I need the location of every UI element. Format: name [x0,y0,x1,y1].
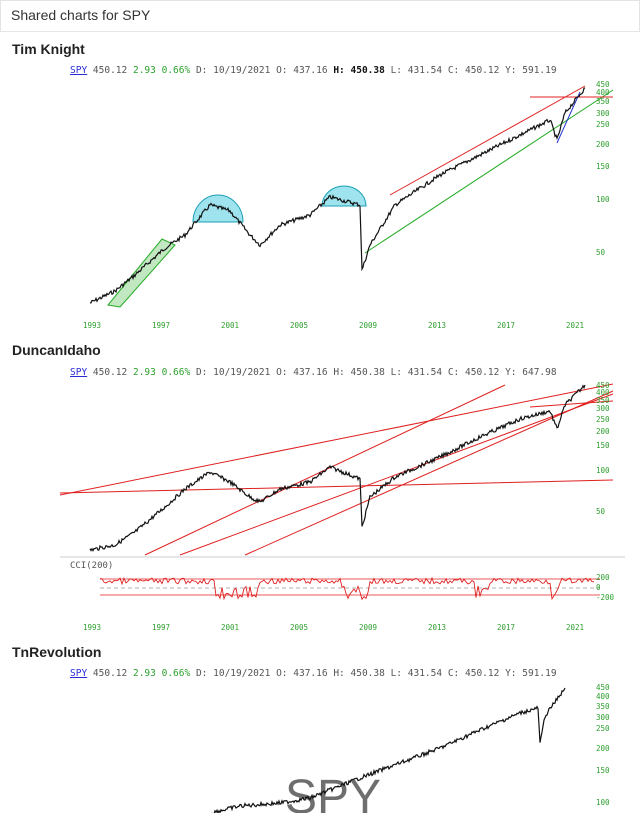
symbol-link[interactable]: SPY [70,668,88,679]
trend-line [244,390,614,556]
y-axis-tick-label: 450 [596,683,610,692]
y-axis-tick-label: 100 [596,195,610,204]
y-axis-tick-label: 350 [596,702,610,711]
y-axis-tick-label: 300 [596,713,610,722]
x-axis-tick-label: 2001 [221,623,239,632]
trend-line [60,479,614,494]
y-axis-tick-label: 200 [596,427,610,436]
y-axis-tick-label: 300 [596,404,610,413]
x-axis-tick-label: 2013 [428,623,446,632]
x-axis-tick-label: 2009 [359,321,377,330]
y-axis-tick-label: 200 [596,744,610,753]
trend-line [389,85,586,196]
chart-panel-3[interactable]: SPY 450.12 2.93 0.66% D: 10/19/2021 O: 4… [60,668,625,813]
y-axis-tick-label: 250 [596,415,610,424]
y-axis-tick-label: 400 [596,388,610,397]
y-axis-tick-label: 450 [596,80,610,89]
trend-line [144,384,506,556]
y-axis-tick-label: 0 [596,583,601,592]
x-axis-tick-label: 1997 [152,321,170,330]
x-axis-tick-label: 2005 [290,321,308,330]
y-axis-tick-label: 400 [596,88,610,97]
y-axis-tick-label: 150 [596,441,610,450]
x-axis-tick-label: 2009 [359,623,377,632]
symbol-watermark: SPY [285,771,381,813]
y-axis-tick-label: 200 [596,140,610,149]
chart-author-name[interactable]: TnRevolution [12,644,102,660]
x-axis-tick-label: 2021 [566,321,584,330]
x-axis-tick-label: 2005 [290,623,308,632]
y-axis-tick-label: 100 [596,466,610,475]
x-axis-tick-label: 2013 [428,321,446,330]
price-line [89,87,586,304]
cci-line [99,576,594,601]
chart-author-name[interactable]: Tim Knight [12,41,85,57]
x-axis-tick-label: 2017 [497,623,515,632]
y-axis-tick-label: 300 [596,109,610,118]
quote-line: SPY 450.12 2.93 0.66% D: 10/19/2021 O: 4… [70,367,557,378]
y-axis-tick-label: 200 [596,573,610,582]
trend-line [179,393,614,556]
y-axis-tick-label: 250 [596,724,610,733]
x-axis-tick-label: 2017 [497,321,515,330]
y-axis-tick-label: 350 [596,97,610,106]
symbol-link[interactable]: SPY [70,367,88,378]
trend-line [556,91,581,144]
trend-line [364,89,614,254]
x-axis-tick-label: 1993 [83,623,101,632]
x-axis-tick-label: 1997 [152,623,170,632]
symbol-link[interactable]: SPY [70,65,88,76]
price-line [89,384,586,552]
y-axis-tick-label: 250 [596,120,610,129]
page-header: Shared charts for SPY [0,0,640,32]
top-arc-annotation [321,185,367,207]
y-axis-tick-label: 150 [596,162,610,171]
y-axis-tick-label: 350 [596,396,610,405]
chart-panel-2[interactable]: SPY 450.12 2.93 0.66% D: 10/19/2021 O: 4… [60,367,625,637]
chart-panel-1[interactable]: SPY 450.12 2.93 0.66% D: 10/19/2021 O: 4… [60,65,625,335]
trend-line [60,383,614,496]
trend-line [529,400,614,408]
chart-author-name[interactable]: DuncanIdaho [12,342,101,358]
quote-line: SPY 450.12 2.93 0.66% D: 10/19/2021 O: 4… [70,668,557,679]
page-title: Shared charts for SPY [11,7,151,23]
x-axis-tick-label: 2001 [221,321,239,330]
y-axis-tick-label: 150 [596,766,610,775]
y-axis-tick-label: 400 [596,692,610,701]
price-line [210,687,566,813]
x-axis-tick-label: 1993 [83,321,101,330]
y-axis-tick-label: 450 [596,381,610,390]
y-axis-tick-label: 50 [596,248,606,257]
indicator-label: CCI(200) [70,561,113,571]
y-axis-tick-label: -200 [596,593,615,602]
y-axis-tick-label: 50 [596,507,606,516]
y-axis-tick-label: 100 [596,798,610,807]
channel-annotation [107,238,176,308]
quote-line: SPY 450.12 2.93 0.66% D: 10/19/2021 O: 4… [70,65,557,76]
x-axis-tick-label: 2021 [566,623,584,632]
